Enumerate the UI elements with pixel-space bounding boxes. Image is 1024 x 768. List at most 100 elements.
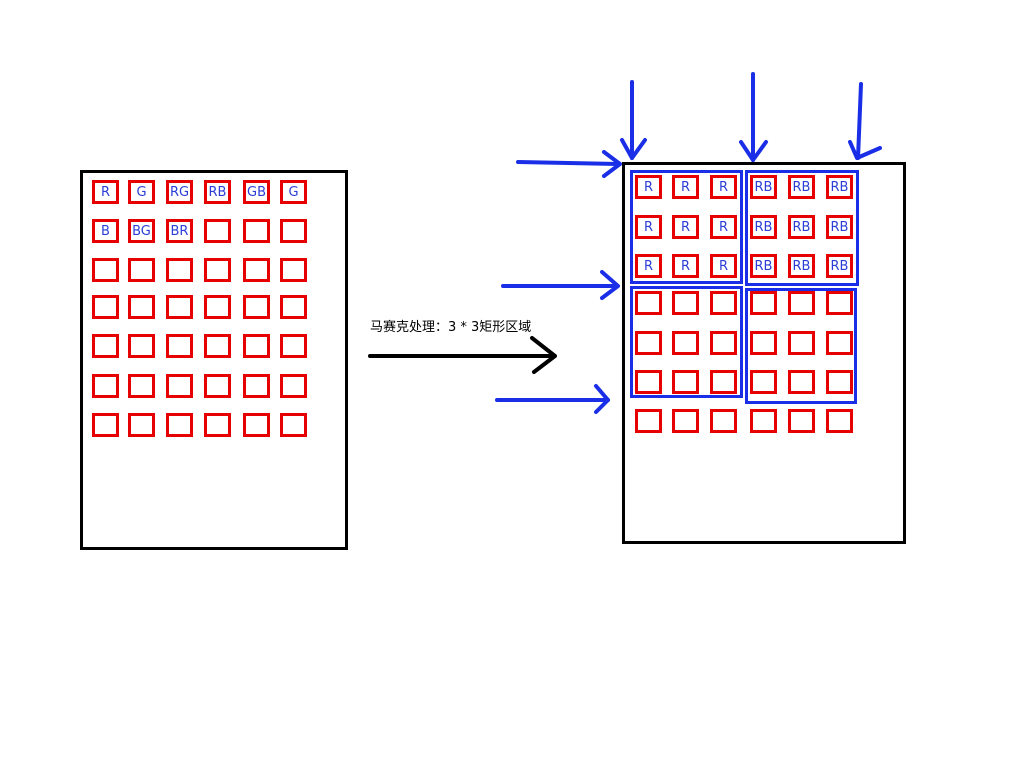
right-grid-cell xyxy=(710,331,737,355)
right-grid-cell xyxy=(710,409,737,433)
right-grid-cell: R xyxy=(635,175,662,199)
right-grid-cell: R xyxy=(710,175,737,199)
left-grid-cell xyxy=(204,374,231,398)
blue-arrow-top-2 xyxy=(739,72,768,162)
right-grid-cell: R xyxy=(710,254,737,278)
left-grid-cell xyxy=(243,295,270,319)
blue-arrow-top-3 xyxy=(848,82,882,160)
right-grid-cell-label: R xyxy=(680,179,691,195)
left-grid-cell: G xyxy=(128,180,155,204)
caption-text: 马赛克处理：3 * 3矩形区域 xyxy=(370,320,532,335)
left-grid-cell xyxy=(128,374,155,398)
left-grid-cell xyxy=(204,219,231,243)
right-grid-cell-label: R xyxy=(718,179,729,195)
right-grid-cell xyxy=(672,370,699,394)
left-grid-cell-label: RB xyxy=(208,184,227,200)
left-grid-cell xyxy=(128,295,155,319)
left-grid-cell xyxy=(204,334,231,358)
left-grid-cell xyxy=(92,334,119,358)
left-grid-cell xyxy=(92,295,119,319)
right-grid-cell xyxy=(710,291,737,315)
right-grid-cell xyxy=(635,370,662,394)
left-grid-cell xyxy=(128,258,155,282)
left-grid-cell: BG xyxy=(128,219,155,243)
left-grid-cell-label: R xyxy=(100,184,111,200)
left-grid-cell xyxy=(204,258,231,282)
right-grid-cell: RB xyxy=(788,215,815,239)
right-grid-cell xyxy=(826,370,853,394)
left-grid-cell xyxy=(166,334,193,358)
left-grid-cell xyxy=(243,219,270,243)
left-grid-cell xyxy=(92,413,119,437)
right-grid-cell: R xyxy=(672,254,699,278)
right-grid-cell-label: RB xyxy=(830,219,849,235)
mosaic-arrow xyxy=(368,336,557,374)
right-grid-cell-label: R xyxy=(643,219,654,235)
right-grid-cell: RB xyxy=(750,254,777,278)
group-box-bottom-right xyxy=(745,288,857,404)
right-grid-cell: R xyxy=(635,254,662,278)
left-grid-cell xyxy=(243,374,270,398)
group-box-top-left xyxy=(630,170,743,284)
left-grid-cell: RG xyxy=(166,180,193,204)
left-grid-cell xyxy=(243,258,270,282)
right-grid-cell: R xyxy=(710,215,737,239)
left-grid-cell xyxy=(92,258,119,282)
right-grid-cell xyxy=(750,331,777,355)
right-grid-cell xyxy=(672,291,699,315)
right-grid-cell-label: RB xyxy=(830,258,849,274)
right-grid-cell: R xyxy=(635,215,662,239)
left-grid-cell xyxy=(128,334,155,358)
right-grid-cell: R xyxy=(672,175,699,199)
left-grid-cell xyxy=(92,374,119,398)
right-grid-cell: RB xyxy=(826,175,853,199)
left-grid-cell xyxy=(243,413,270,437)
left-grid-cell: B xyxy=(92,219,119,243)
right-grid-cell-label: RB xyxy=(830,179,849,195)
right-grid-cell: RB xyxy=(750,175,777,199)
left-frame xyxy=(80,170,348,550)
left-grid-cell: R xyxy=(92,180,119,204)
left-grid-cell xyxy=(280,295,307,319)
right-grid-cell: R xyxy=(672,215,699,239)
right-grid-cell-label: RB xyxy=(792,219,811,235)
left-grid-cell-label: G xyxy=(288,184,299,200)
left-grid-cell-label: B xyxy=(101,223,110,239)
right-grid-cell-label: R xyxy=(643,258,654,274)
right-grid-cell-label: R xyxy=(643,179,654,195)
right-grid-cell xyxy=(788,409,815,433)
right-grid-cell xyxy=(635,331,662,355)
left-grid-cell xyxy=(128,413,155,437)
right-grid-cell: RB xyxy=(826,254,853,278)
left-grid-cell-label: BG xyxy=(132,223,151,239)
right-grid-cell xyxy=(750,370,777,394)
right-grid-cell: RB xyxy=(788,254,815,278)
right-grid-cell-label: RB xyxy=(754,219,773,235)
left-grid-cell-label: BR xyxy=(170,223,189,239)
right-grid-cell: RB xyxy=(788,175,815,199)
blue-arrow-left-1 xyxy=(516,150,622,178)
right-grid-cell xyxy=(750,291,777,315)
right-grid-cell-label: R xyxy=(718,258,729,274)
right-grid-cell xyxy=(788,291,815,315)
left-grid-cell: GB xyxy=(243,180,270,204)
left-grid-cell xyxy=(166,413,193,437)
right-grid-cell xyxy=(788,331,815,355)
left-grid-cell: G xyxy=(280,180,307,204)
right-grid-cell: RB xyxy=(826,215,853,239)
right-grid-cell: RB xyxy=(750,215,777,239)
right-grid-cell xyxy=(750,409,777,433)
right-grid-cell-label: R xyxy=(680,219,691,235)
left-grid-cell xyxy=(280,374,307,398)
right-grid-cell-label: RB xyxy=(792,179,811,195)
left-grid-cell xyxy=(204,413,231,437)
left-grid-cell: RB xyxy=(204,180,231,204)
left-grid-cell-label: RG xyxy=(169,184,190,200)
left-grid-cell: BR xyxy=(166,219,193,243)
right-grid-cell-label: RB xyxy=(792,258,811,274)
left-grid-cell-label: GB xyxy=(247,184,266,200)
right-grid-cell xyxy=(635,409,662,433)
group-box-bottom-left xyxy=(630,286,743,398)
left-grid-cell xyxy=(280,219,307,243)
